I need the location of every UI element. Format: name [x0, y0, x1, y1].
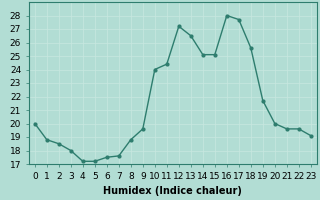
X-axis label: Humidex (Indice chaleur): Humidex (Indice chaleur)	[103, 186, 242, 196]
